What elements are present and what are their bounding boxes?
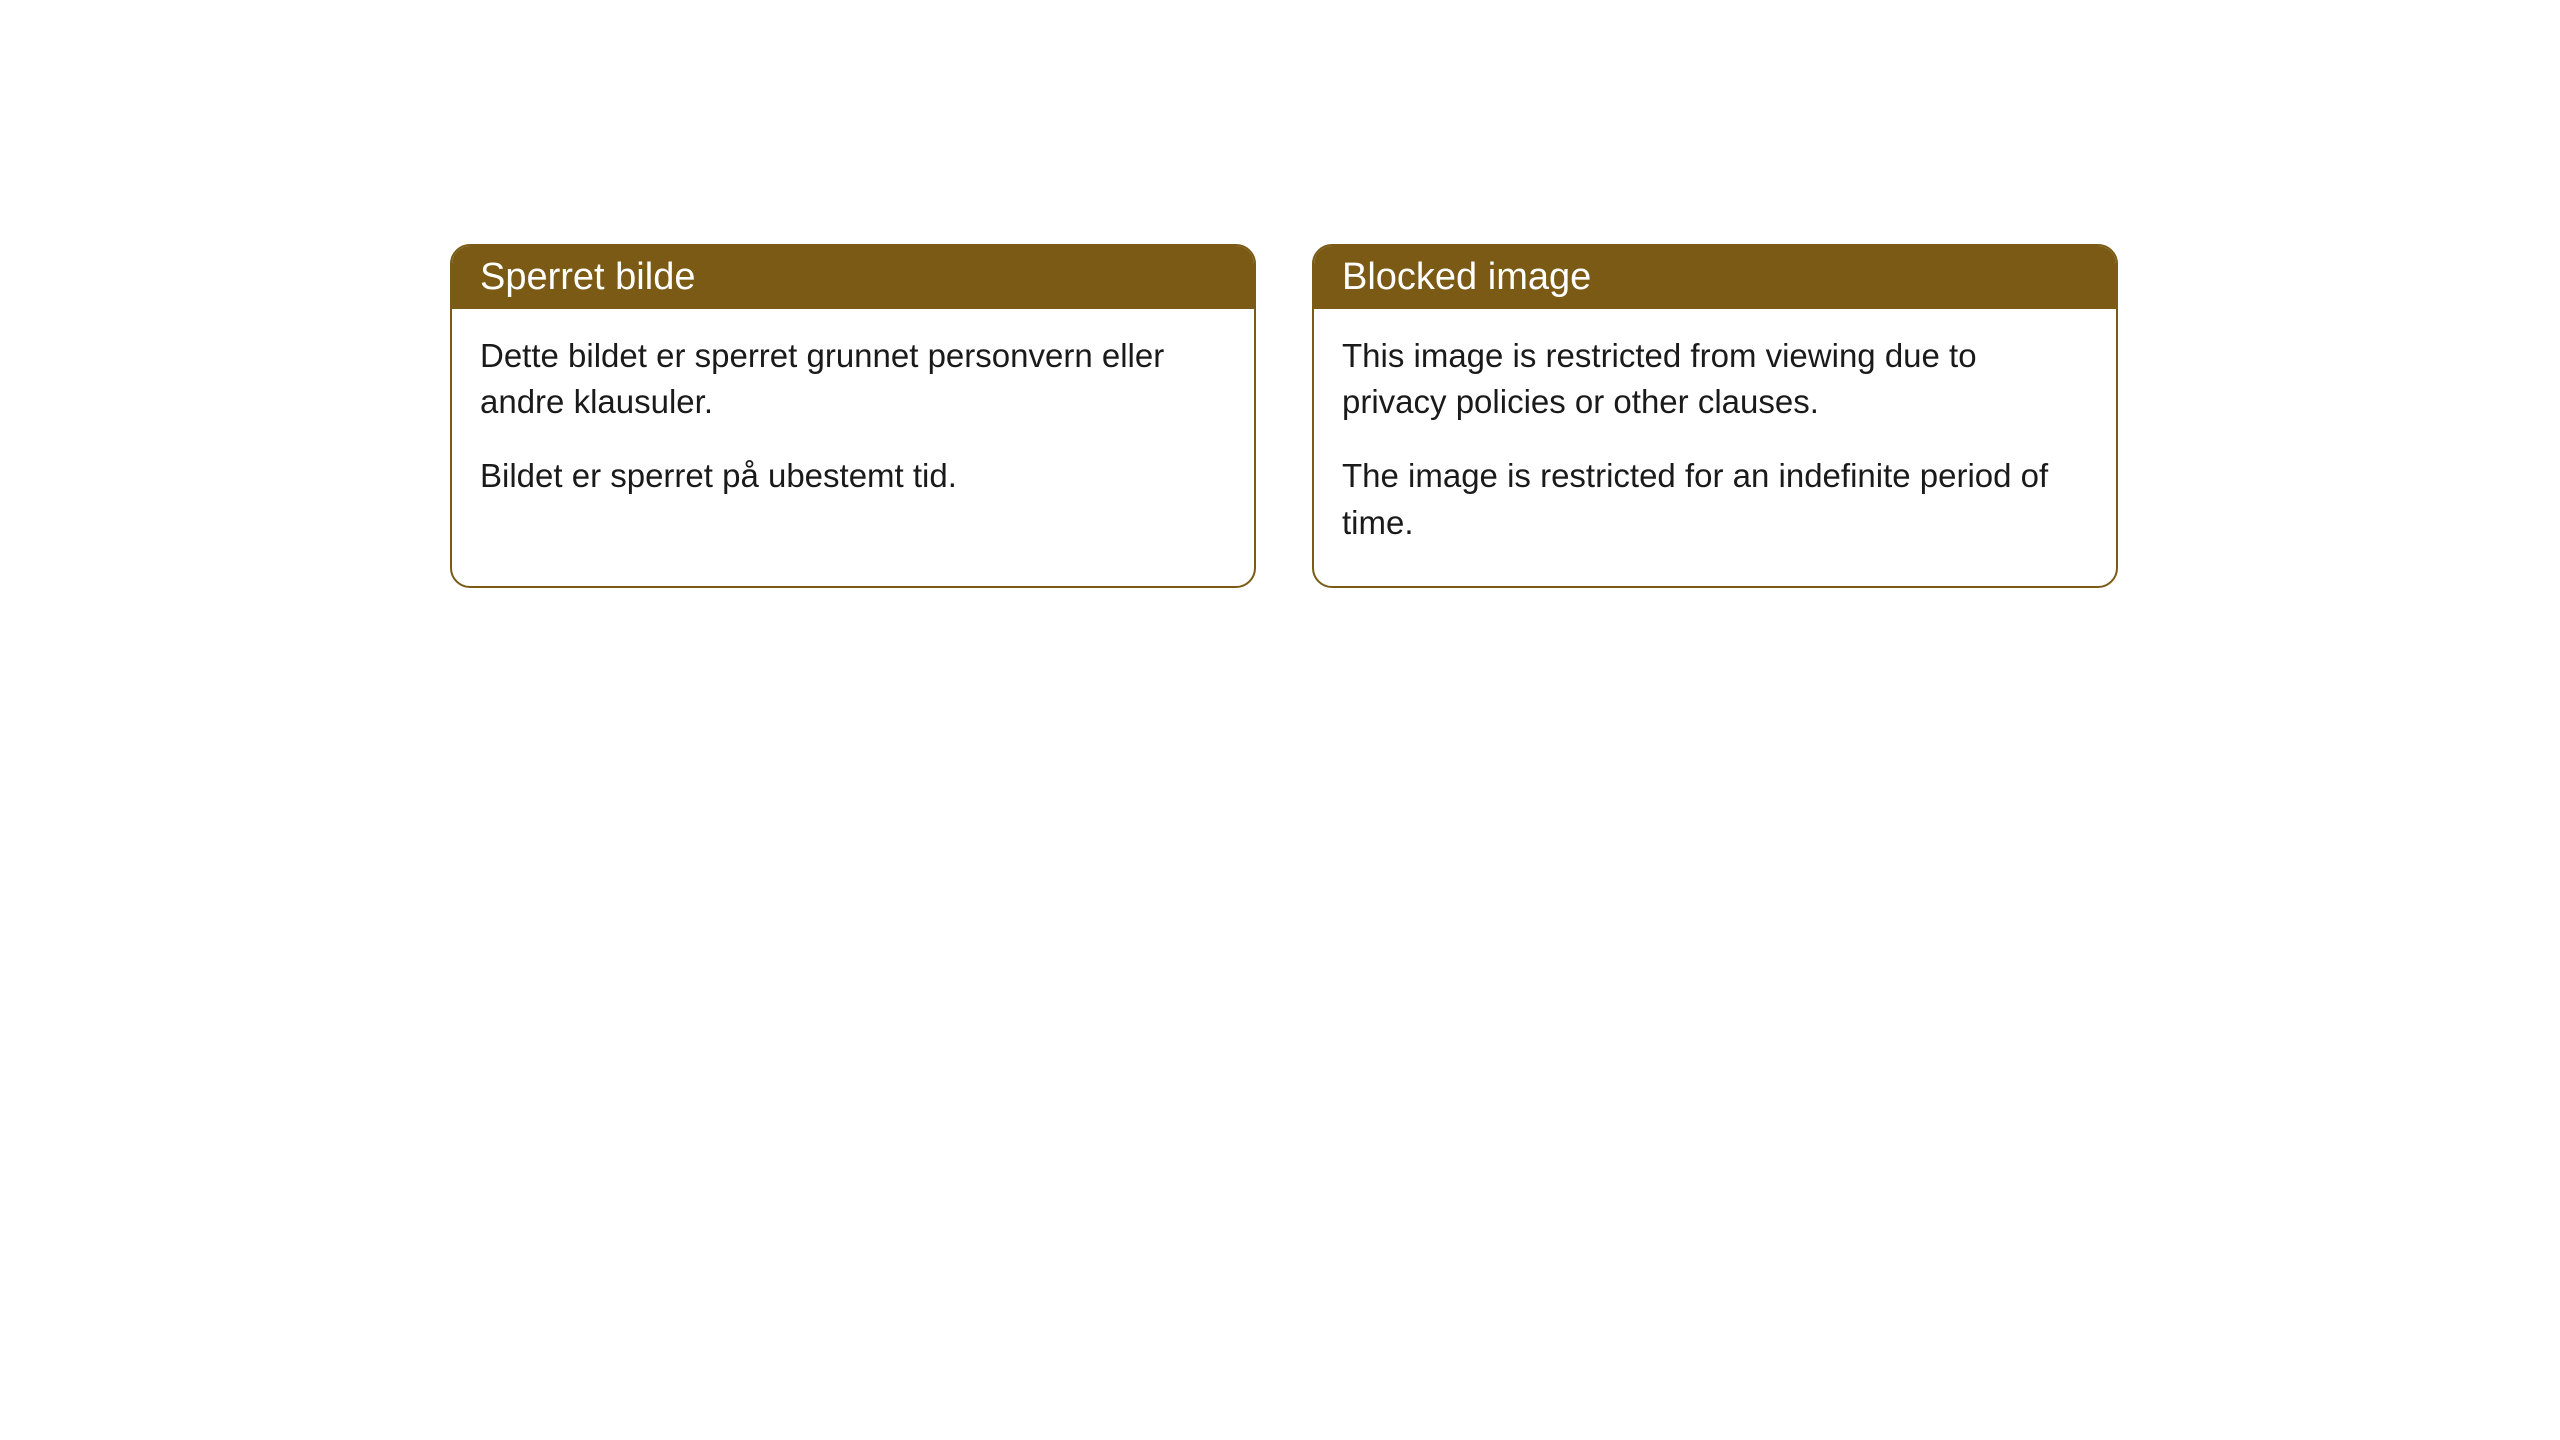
notice-paragraph: The image is restricted for an indefinit… bbox=[1342, 453, 2088, 545]
notice-card-english: Blocked image This image is restricted f… bbox=[1312, 244, 2118, 588]
notice-title: Sperret bilde bbox=[480, 256, 695, 298]
notice-paragraph: Dette bildet er sperret grunnet personve… bbox=[480, 333, 1226, 425]
notice-body: Dette bildet er sperret grunnet personve… bbox=[452, 309, 1254, 540]
notice-body: This image is restricted from viewing du… bbox=[1314, 309, 2116, 586]
notice-container: Sperret bilde Dette bildet er sperret gr… bbox=[0, 0, 2560, 588]
notice-paragraph: This image is restricted from viewing du… bbox=[1342, 333, 2088, 425]
notice-paragraph: Bildet er sperret på ubestemt tid. bbox=[480, 453, 1226, 499]
notice-header: Blocked image bbox=[1314, 246, 2116, 309]
notice-title: Blocked image bbox=[1342, 256, 1591, 298]
notice-header: Sperret bilde bbox=[452, 246, 1254, 309]
notice-card-norwegian: Sperret bilde Dette bildet er sperret gr… bbox=[450, 244, 1256, 588]
